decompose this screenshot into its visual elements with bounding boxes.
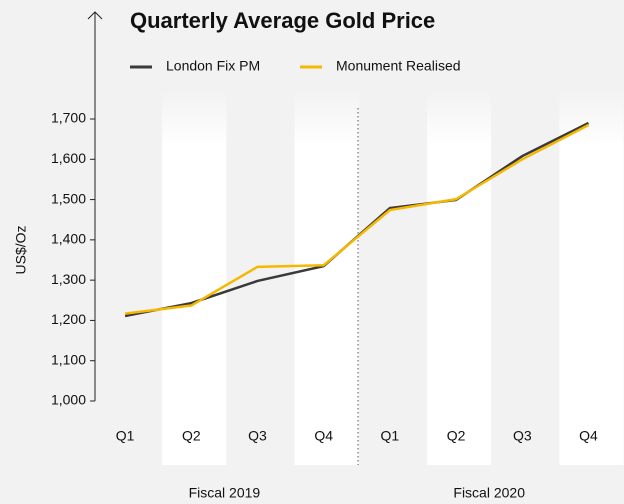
chart-title: Quarterly Average Gold Price: [130, 8, 435, 33]
column-band: [559, 90, 624, 465]
x-tick-label: Q1: [381, 428, 400, 444]
y-axis-arrow: [87, 11, 103, 20]
legend-label: Monument Realised: [336, 58, 461, 74]
y-tick-label: 1,700: [51, 110, 86, 126]
y-tick-label: 1,300: [51, 271, 86, 287]
x-tick-label: Q1: [116, 428, 135, 444]
y-tick-label: 1,200: [51, 311, 86, 327]
y-tick-label: 1,400: [51, 231, 86, 247]
x-tick-label: Q2: [447, 428, 466, 444]
group-label: Fiscal 2019: [189, 485, 261, 501]
y-tick-label: 1,500: [51, 190, 86, 206]
group-label: Fiscal 2020: [453, 485, 525, 501]
y-tick-label: 1,600: [51, 150, 86, 166]
y-axis-label: US$/Oz: [13, 225, 29, 274]
x-tick-label: Q3: [513, 428, 532, 444]
y-tick-label: 1,100: [51, 351, 86, 367]
series-line: [124, 123, 590, 315]
column-band: [162, 90, 227, 465]
x-tick-label: Q2: [182, 428, 201, 444]
legend-label: London Fix PM: [166, 58, 260, 74]
column-band: [427, 90, 492, 465]
x-tick-label: Q4: [579, 428, 598, 444]
column-bands: [162, 90, 624, 465]
column-band: [294, 90, 359, 465]
x-tick-label: Q4: [314, 428, 333, 444]
x-tick-label: Q3: [248, 428, 267, 444]
y-tick-label: 1,000: [51, 392, 86, 408]
